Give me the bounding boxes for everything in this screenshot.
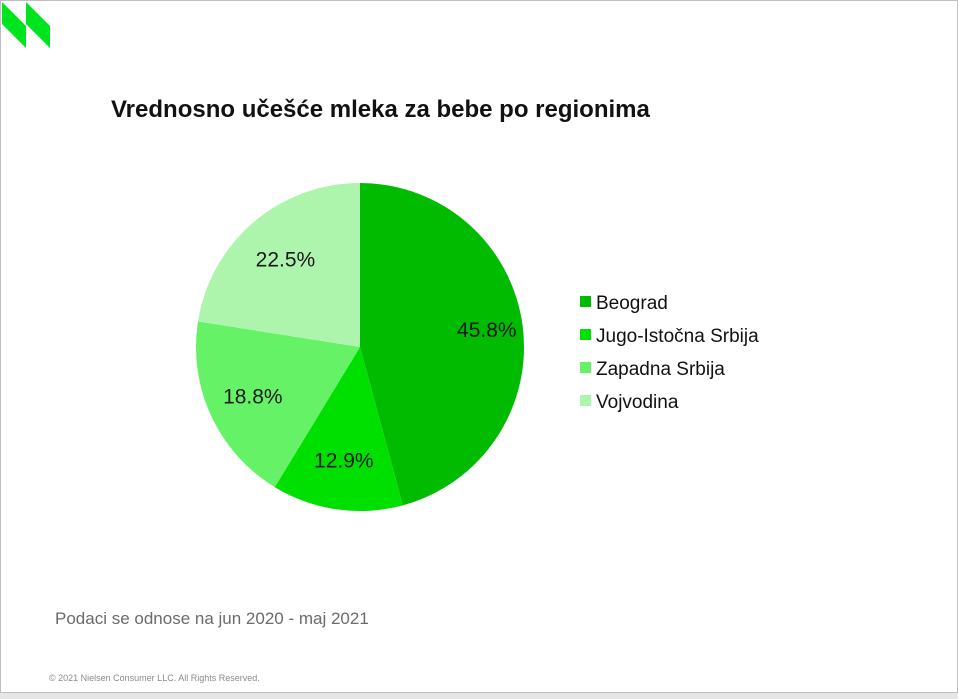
pie-slice-beograd bbox=[360, 183, 524, 506]
copyright-notice: © 2021 Nielsen Consumer LLC. All Rights … bbox=[49, 673, 260, 683]
data-label-jugo-istocna-srbija: 12.9% bbox=[314, 450, 374, 473]
legend-label-beograd: Beograd bbox=[596, 293, 668, 314]
legend-swatch-jugo-istocna-srbija bbox=[580, 329, 591, 340]
legend-swatch-vojvodina bbox=[580, 395, 591, 406]
pie-slice-vojvodina bbox=[198, 183, 360, 347]
legend-swatch-zapadna-srbija bbox=[580, 362, 591, 373]
logo-stripe-left bbox=[2, 2, 26, 48]
pie-slices bbox=[195, 183, 524, 511]
pie-data-labels: 45.8% 12.9% 18.8% 22.5% bbox=[223, 249, 517, 473]
data-label-zapadna-srbija: 18.8% bbox=[223, 386, 283, 409]
chart-title: Vrednosno učešće mleka za bebe po region… bbox=[111, 96, 650, 123]
data-label-beograd: 45.8% bbox=[457, 319, 517, 342]
footnote: Podaci se odnose na jun 2020 - maj 2021 bbox=[55, 609, 369, 628]
window-bottom-edge bbox=[0, 693, 958, 699]
legend-swatch-beograd bbox=[580, 296, 591, 307]
chart-legend: Beograd Jugo-Istočna Srbija Zapadna Srbija… bbox=[580, 293, 759, 413]
data-label-vojvodina: 22.5% bbox=[256, 249, 316, 272]
legend-label-zapadna-srbija: Zapadna Srbija bbox=[596, 359, 725, 380]
pie-slice-jugo-istocna-srbija bbox=[274, 347, 403, 511]
pie-slice-zapadna-srbija bbox=[195, 321, 360, 488]
legend-label-jugo-istocna-srbija: Jugo-Istočna Srbija bbox=[596, 326, 759, 347]
legend-label-vojvodina: Vojvodina bbox=[596, 392, 679, 413]
brand-logo-icon bbox=[2, 2, 50, 48]
logo-stripe-right bbox=[26, 2, 50, 48]
